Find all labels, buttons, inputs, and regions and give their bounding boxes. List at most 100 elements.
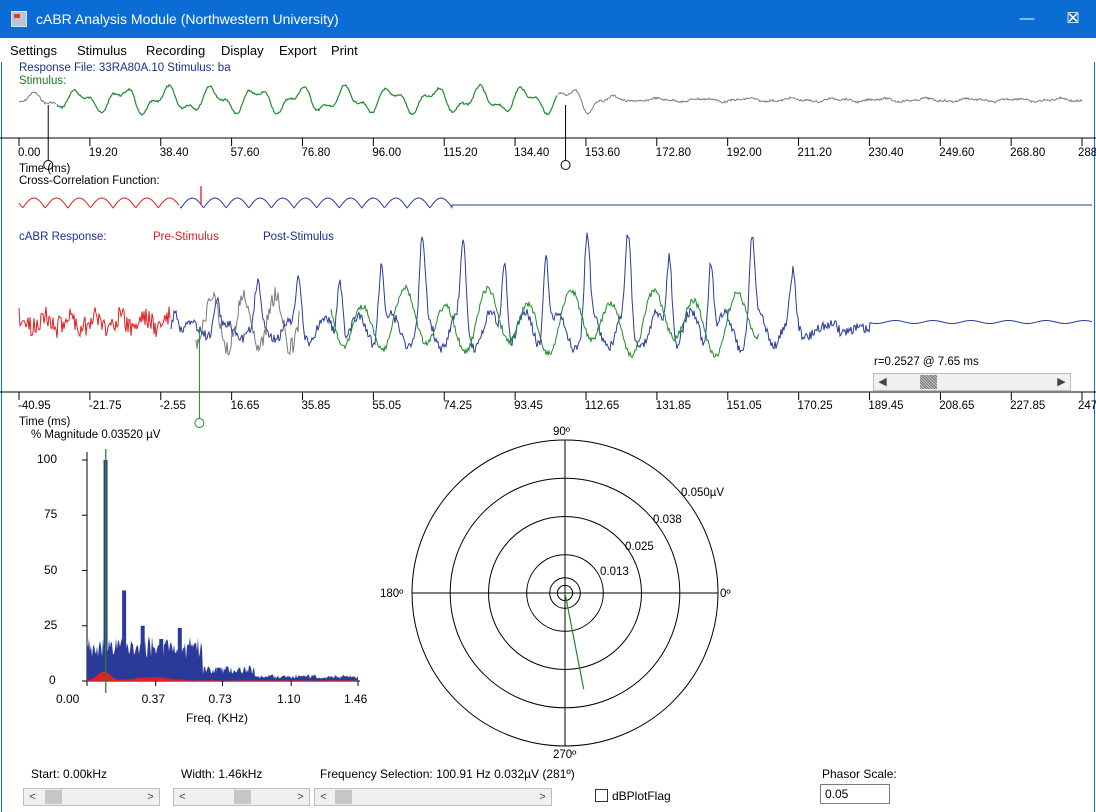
response-tick-label-15: 247 [1078, 400, 1096, 412]
freq-scroll-left[interactable]: < [320, 791, 327, 803]
response-pre-stimulus-wave [18, 306, 171, 339]
stimulus-tick-label-4: 76.80 [301, 147, 331, 159]
stimulus-axis-label: Time (ms) [19, 163, 71, 175]
stimulus-wave-selected [56, 83, 558, 116]
response-tick-label-5: 55.05 [372, 400, 402, 412]
stimulus-tick-label-14: 268.80 [1010, 147, 1046, 159]
scroll-left-icon[interactable]: ◀ [878, 376, 887, 388]
polar-ring-label-1: 0.013 [600, 566, 629, 578]
spectrum-xtick-label-1: 0.37 [141, 692, 166, 706]
phasor-scale-input[interactable]: 0.05 [820, 784, 890, 804]
stimulus-tick-label-2: 38.40 [159, 147, 189, 159]
menu-settings[interactable]: Settings [10, 43, 57, 58]
polar-label-90: 90º [553, 426, 570, 438]
stimulus-tick-label-1: 19.20 [88, 147, 118, 159]
spectrum-xtick-label-0: 0.00 [56, 692, 80, 706]
polar-ring-label-4: 0.050µV [681, 487, 725, 499]
stimulus-tick-label-12: 230.40 [868, 147, 904, 159]
spectrum-peak-1 [122, 590, 127, 681]
spectrum-ytick-label-2: 50 [44, 562, 58, 577]
width-label: Width: 1.46kHz [181, 767, 263, 781]
maximize-button[interactable]: ☐ [1066, 10, 1080, 27]
response-tick-label-1: -21.75 [88, 400, 122, 412]
correlation-readout: r=0.2527 @ 7.65 ms [874, 356, 979, 368]
stimulus-tick-label-5: 96.00 [372, 147, 402, 159]
close-button[interactable]: ✕ [1066, 10, 1080, 27]
stimulus-wave-post [557, 88, 1083, 115]
pre-stimulus-label: Pre-Stimulus [153, 231, 219, 243]
freq-scroll-right[interactable]: > [539, 791, 546, 803]
response-axis-label: Time (ms) [19, 416, 71, 428]
spectrum-peak-4 [177, 627, 182, 681]
spectrum-peak-3 [159, 639, 164, 681]
spectrum-ytick-label-4: 100 [37, 452, 58, 466]
response-tick-label-3: 16.65 [230, 400, 260, 412]
spectrum-ytick-label-3: 75 [44, 507, 58, 522]
polar-label-180: 180º [380, 588, 404, 600]
stimulus-label: Stimulus: [19, 75, 67, 87]
freq-scroll-thumb[interactable] [335, 790, 352, 804]
db-plot-label: dBPlotFlag [612, 789, 671, 803]
title-bar: cABR Analysis Module (Northwestern Unive… [0, 0, 1096, 38]
menu-display[interactable]: Display [221, 43, 264, 58]
response-tick-label-10: 151.05 [726, 400, 762, 412]
start-scroll-right[interactable]: > [147, 791, 154, 803]
width-scroll-thumb[interactable] [234, 790, 251, 804]
menu-bar: Settings Stimulus Recording Display Expo… [0, 38, 1096, 62]
lag-scrollbar[interactable]: ◀ ▶ [873, 373, 1071, 391]
response-lag-handle [194, 418, 205, 428]
spectrum-xtick-label-2: 0.73 [208, 692, 232, 706]
spectrum-ylabel: % Magnitude 0.03520 µV [31, 429, 161, 441]
spectrum-peak-2 [140, 625, 145, 681]
start-scroll-thumb[interactable] [45, 790, 62, 804]
spectrum-ytick-label-1: 25 [44, 617, 58, 632]
menu-export[interactable]: Export [279, 43, 317, 58]
polar-label-0: 0º [720, 588, 731, 600]
response-tick-label-11: 170.25 [797, 400, 833, 412]
start-label: Start: 0.00kHz [31, 767, 108, 781]
width-scroll-left[interactable]: < [179, 791, 186, 803]
window-title: cABR Analysis Module (Northwestern Unive… [36, 11, 339, 27]
menu-recording[interactable]: Recording [146, 43, 206, 58]
stimulus-tick-label-10: 192.00 [726, 147, 762, 159]
stimulus-marker-handle-0 [43, 160, 54, 170]
width-scroll-right[interactable]: > [297, 791, 304, 803]
minimize-button[interactable]: — [1019, 10, 1035, 27]
response-label: cABR Response: [19, 231, 107, 243]
stimulus-tick-label-15: 288 [1078, 147, 1096, 159]
app-icon [11, 11, 27, 27]
stimulus-tick-label-7: 134.40 [514, 147, 550, 159]
response-tick-label-0: -40.95 [18, 400, 51, 412]
response-post-stimulus-wave [170, 232, 1093, 354]
start-scroll-left[interactable]: < [29, 791, 36, 803]
frequency-scrollbar[interactable]: < > [314, 788, 552, 806]
menu-stimulus[interactable]: Stimulus [77, 43, 127, 58]
stimulus-tick-label-13: 249.60 [939, 147, 975, 159]
response-tick-label-14: 227.85 [1010, 400, 1046, 412]
response-tick-label-7: 93.45 [514, 400, 543, 412]
polar-phasor-vector [564, 592, 585, 690]
response-tick-label-4: 35.85 [301, 400, 331, 412]
db-plot-checkbox[interactable] [595, 789, 608, 802]
menu-print[interactable]: Print [331, 43, 358, 58]
width-scrollbar[interactable]: < > [173, 788, 310, 806]
spectrum-peak-7 [237, 672, 242, 681]
spectrum-xtick-label-4: 1.46 [344, 692, 368, 706]
spectrum-peak-6 [216, 667, 221, 681]
response-file-label: Response File: 33RA80A.10 Stimulus: ba [19, 62, 231, 74]
xcorr-label: Cross-Correlation Function: [19, 175, 160, 187]
spectrum-xtick-label-3: 1.10 [277, 692, 301, 706]
start-scrollbar[interactable]: < > [23, 788, 160, 806]
xcorr-post-wave [179, 197, 1092, 210]
polar-ring-label-2: 0.025 [625, 541, 654, 553]
response-stimulus-overlay-green [330, 283, 760, 359]
scroll-right-icon[interactable]: ▶ [1057, 376, 1066, 388]
scroll-thumb[interactable] [920, 375, 937, 389]
stimulus-tick-label-9: 172.80 [655, 147, 691, 159]
stimulus-tick-label-11: 211.20 [797, 147, 832, 159]
stimulus-tick-label-6: 115.20 [443, 147, 478, 159]
response-stimulus-overlay-gray [195, 287, 300, 356]
spectrum-noise-floor [87, 635, 358, 681]
stimulus-tick-label-8: 153.60 [584, 147, 621, 159]
